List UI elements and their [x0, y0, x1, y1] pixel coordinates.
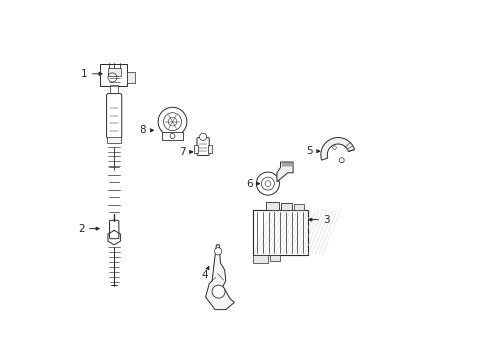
- Text: 8: 8: [140, 125, 146, 135]
- Circle shape: [332, 146, 336, 149]
- FancyBboxPatch shape: [106, 94, 122, 139]
- Circle shape: [199, 133, 206, 140]
- Circle shape: [256, 172, 279, 195]
- Bar: [107, 68, 121, 76]
- Bar: [194, 145, 198, 153]
- FancyBboxPatch shape: [197, 138, 209, 156]
- Polygon shape: [205, 245, 234, 310]
- Bar: [207, 145, 212, 153]
- Polygon shape: [276, 162, 292, 182]
- Bar: [127, 72, 135, 83]
- Circle shape: [212, 285, 224, 298]
- Bar: [253, 255, 267, 263]
- FancyBboxPatch shape: [109, 220, 119, 239]
- Text: 3: 3: [323, 215, 329, 225]
- Circle shape: [261, 177, 274, 190]
- Bar: [294, 204, 304, 210]
- Circle shape: [214, 248, 222, 255]
- Bar: [107, 137, 121, 143]
- Circle shape: [163, 113, 181, 131]
- Bar: [265, 202, 278, 210]
- Text: 7: 7: [179, 147, 185, 157]
- Circle shape: [264, 181, 270, 186]
- Bar: [101, 64, 127, 86]
- Text: 2: 2: [78, 224, 84, 234]
- Polygon shape: [320, 138, 354, 160]
- Text: 1: 1: [81, 69, 87, 79]
- Circle shape: [158, 107, 186, 136]
- Bar: [110, 85, 118, 95]
- Text: 5: 5: [305, 146, 312, 156]
- Text: 4: 4: [201, 270, 208, 280]
- Bar: [270, 255, 280, 261]
- Circle shape: [339, 158, 344, 163]
- Polygon shape: [253, 210, 307, 255]
- Circle shape: [170, 134, 175, 139]
- Bar: [162, 132, 183, 140]
- Bar: [281, 203, 291, 210]
- Text: 6: 6: [245, 179, 252, 189]
- Circle shape: [168, 117, 177, 126]
